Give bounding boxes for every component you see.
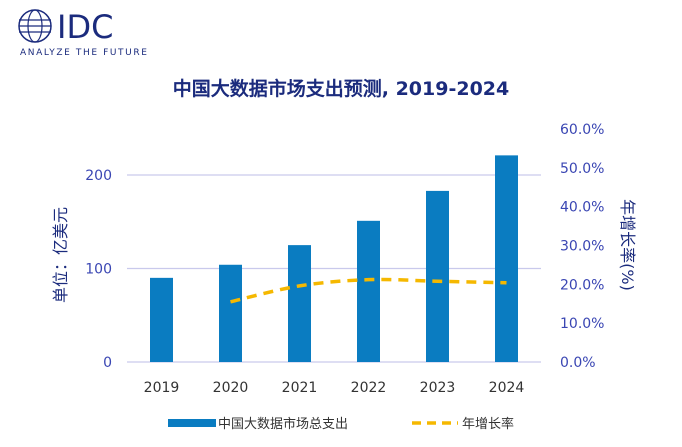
bar xyxy=(357,220,380,362)
globe-icon xyxy=(18,9,52,43)
right-tick-label: 50.0% xyxy=(560,161,604,177)
logo-tagline: ANALYZE THE FUTURE xyxy=(20,48,148,58)
right-tick-label: 20.0% xyxy=(560,277,604,293)
right-axis-ticks: 0.0% 10.0% 20.0% 30.0% 40.0% 50.0% 60.0% xyxy=(560,122,604,371)
legend-bar-swatch xyxy=(168,419,216,427)
bar xyxy=(219,264,242,362)
logo-wordmark: IDC xyxy=(57,8,113,46)
legend-line-label: 年增长率 xyxy=(462,416,514,432)
bar xyxy=(150,277,173,362)
growth-rate-line xyxy=(230,277,507,304)
legend: 中国大数据市场总支出 年增长率 xyxy=(168,416,514,432)
right-tick-label: 40.0% xyxy=(560,200,604,216)
x-tick-label: 2019 xyxy=(144,380,180,396)
left-tick-label: 200 xyxy=(85,168,112,184)
right-tick-label: 10.0% xyxy=(560,316,604,332)
right-axis-label: 年增长率(%) xyxy=(618,199,637,291)
x-tick-label: 2023 xyxy=(420,380,456,396)
gridlines xyxy=(127,174,541,363)
chart-title: 中国大数据市场支出预测, 2019-2024 xyxy=(173,77,509,100)
left-tick-label: 100 xyxy=(85,262,112,278)
right-tick-label: 0.0% xyxy=(560,355,596,371)
left-axis-ticks: 0 100 200 xyxy=(85,168,112,371)
bar xyxy=(495,155,518,362)
bar-series xyxy=(150,155,518,362)
right-tick-label: 30.0% xyxy=(560,239,604,255)
x-tick-label: 2020 xyxy=(213,380,249,396)
right-tick-label: 60.0% xyxy=(560,122,604,138)
legend-bar-label: 中国大数据市场总支出 xyxy=(218,416,348,432)
bar xyxy=(426,190,449,362)
x-tick-label: 2021 xyxy=(282,380,318,396)
left-tick-label: 0 xyxy=(103,355,112,371)
left-axis-label: 单位：亿美元 xyxy=(51,207,70,303)
bar xyxy=(288,245,311,362)
idc-logo: IDC ANALYZE THE FUTURE xyxy=(18,8,148,58)
x-tick-label: 2024 xyxy=(489,380,525,396)
x-axis-ticks: 2019 2020 2021 2022 2023 2024 xyxy=(144,380,525,396)
x-tick-label: 2022 xyxy=(351,380,387,396)
